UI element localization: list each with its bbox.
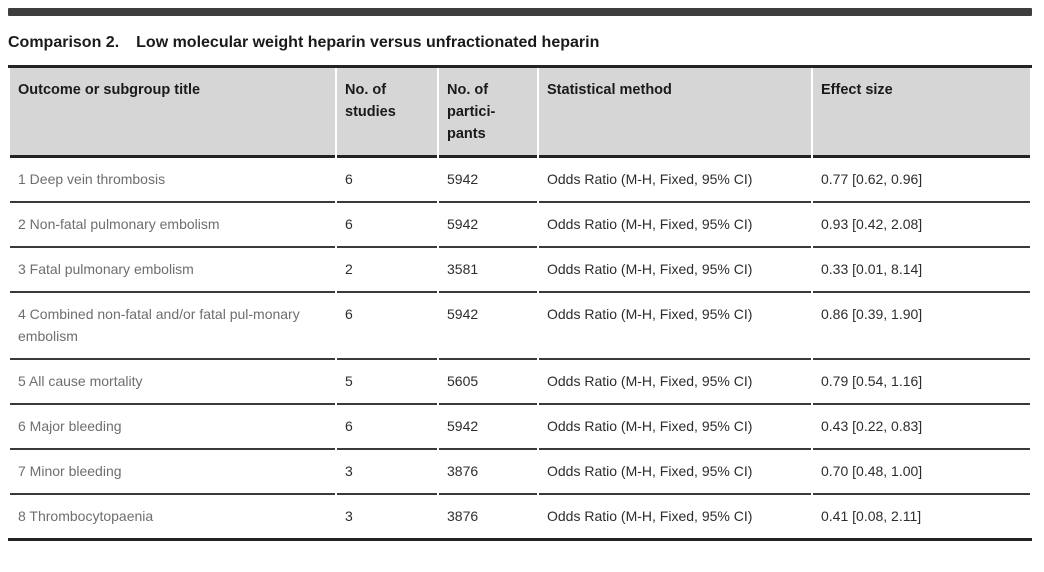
outcomes-table: Outcome or subgroup title No. of studies… — [8, 65, 1032, 541]
table-header: Outcome or subgroup title No. of studies… — [10, 68, 1030, 158]
comparison-title: Low molecular weight heparin versus unfr… — [136, 34, 600, 51]
header-row: Outcome or subgroup title No. of studies… — [10, 68, 1030, 158]
method-cell: Odds Ratio (M-H, Fixed, 95% CI) — [539, 450, 811, 495]
participants-cell: 5942 — [439, 405, 537, 450]
outcome-title-cell: 2 Non-fatal pulmonary embolism — [10, 203, 335, 248]
studies-cell: 3 — [337, 450, 437, 495]
outcome-title-cell: 7 Minor bleeding — [10, 450, 335, 495]
table-row: 7 Minor bleeding 3 3876 Odds Ratio (M-H,… — [10, 450, 1030, 495]
participants-cell: 3876 — [447, 508, 479, 524]
studies-cell: 3 — [345, 508, 353, 524]
effect-size-cell: 0.79 [0.54, 1.16] — [813, 360, 1030, 405]
effect-size-cell: 0.70 [0.48, 1.00] — [813, 450, 1030, 495]
studies-cell: 6 — [337, 158, 437, 203]
participants-cell: 3581 — [439, 248, 537, 293]
outcome-title-cell: 4 Combined non-fatal and/or fatal pul-mo… — [10, 293, 335, 360]
effect-size-cell: 0.86 [0.39, 1.90] — [813, 293, 1030, 360]
top-divider-bar — [8, 8, 1032, 16]
comparison-heading: Comparison 2. Low molecular weight hepari… — [8, 33, 1032, 52]
participants-cell: 5942 — [439, 293, 537, 360]
table-row: 8 Thrombocytopaenia 3 3876 Odds Ratio (M… — [10, 495, 1030, 538]
method-cell: Odds Ratio (M-H, Fixed, 95% CI) — [539, 158, 811, 203]
table-row: 5 All cause mortality 5 5605 Odds Ratio … — [10, 360, 1030, 405]
column-header-studies: No. of studies — [337, 68, 437, 158]
studies-cell: 6 — [337, 203, 437, 248]
table-body: 1 Deep vein thrombosis 6 5942 Odds Ratio… — [10, 158, 1030, 538]
participants-cell: 5605 — [439, 360, 537, 405]
table-row: 4 Combined non-fatal and/or fatal pul-mo… — [10, 293, 1030, 360]
outcome-title-cell: 8 Thrombocytopaenia — [18, 508, 154, 524]
column-header-method: Statistical method — [539, 68, 811, 158]
outcome-title-cell: 3 Fatal pulmonary embolism — [10, 248, 335, 293]
outcome-title-cell: 6 Major bleeding — [10, 405, 335, 450]
comparison-number: Comparison 2. — [8, 34, 120, 51]
outcome-title-cell: 1 Deep vein thrombosis — [10, 158, 335, 203]
outcome-title-cell: 5 All cause mortality — [10, 360, 335, 405]
table-row: 2 Non-fatal pulmonary embolism 6 5942 Od… — [10, 203, 1030, 248]
participants-cell: 5942 — [439, 203, 537, 248]
effect-size-cell: 0.93 [0.42, 2.08] — [813, 203, 1030, 248]
participants-cell: 3876 — [439, 450, 537, 495]
method-cell: Odds Ratio (M-H, Fixed, 95% CI) — [539, 203, 811, 248]
table-row: 1 Deep vein thrombosis 6 5942 Odds Ratio… — [10, 158, 1030, 203]
table-row: 3 Fatal pulmonary embolism 2 3581 Odds R… — [10, 248, 1030, 293]
studies-cell: 6 — [337, 405, 437, 450]
studies-cell: 6 — [337, 293, 437, 360]
column-header-participants: No. of partici-pants — [439, 68, 537, 158]
effect-size-cell: 0.43 [0.22, 0.83] — [813, 405, 1030, 450]
table-row: 6 Major bleeding 6 5942 Odds Ratio (M-H,… — [10, 405, 1030, 450]
effect-size-cell: 0.41 [0.08, 2.11] — [821, 508, 922, 524]
studies-cell: 2 — [337, 248, 437, 293]
participants-cell: 5942 — [439, 158, 537, 203]
effect-size-cell: 0.33 [0.01, 8.14] — [813, 248, 1030, 293]
method-cell: Odds Ratio (M-H, Fixed, 95% CI) — [539, 293, 811, 360]
method-cell: Odds Ratio (M-H, Fixed, 95% CI) — [547, 508, 753, 524]
method-cell: Odds Ratio (M-H, Fixed, 95% CI) — [539, 405, 811, 450]
column-header-outcome: Outcome or subgroup title — [10, 68, 335, 158]
method-cell: Odds Ratio (M-H, Fixed, 95% CI) — [539, 360, 811, 405]
document-page: Comparison 2. Low molecular weight hepari… — [8, 8, 1032, 541]
column-header-effect-size: Effect size — [813, 68, 1030, 158]
method-cell: Odds Ratio (M-H, Fixed, 95% CI) — [539, 248, 811, 293]
studies-cell: 5 — [337, 360, 437, 405]
effect-size-cell: 0.77 [0.62, 0.96] — [813, 158, 1030, 203]
